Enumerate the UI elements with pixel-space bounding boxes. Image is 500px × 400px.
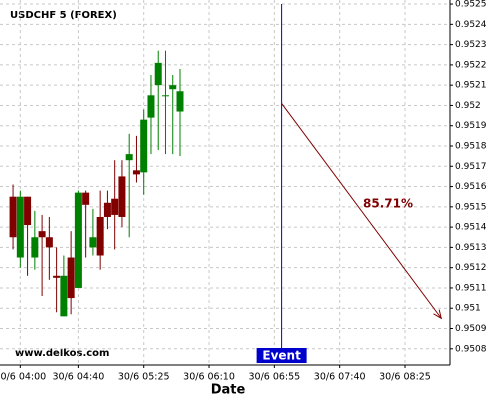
x-tick-label: 30/6 06:55	[248, 372, 300, 383]
x-tick-label: 30/6 04:40	[53, 372, 105, 383]
candle-body	[118, 176, 126, 217]
candle-body	[147, 95, 155, 118]
candle-body	[9, 196, 17, 238]
y-tick-label: 0.9523	[455, 40, 487, 50]
y-tick-label: 0.9522	[455, 60, 487, 70]
candle-body	[53, 275, 61, 278]
y-tick-label: 0.9514	[455, 223, 487, 233]
arrow-head	[433, 309, 443, 320]
candle-body	[89, 237, 97, 248]
y-tick-label: 0.952	[455, 101, 481, 111]
chart-title: USDCHF 5 (FOREX)	[10, 10, 117, 21]
watermark: www.delkos.com	[15, 348, 109, 359]
candle-body	[154, 62, 162, 86]
forecast-label: 85.71%	[363, 197, 413, 211]
candle-body	[16, 196, 24, 258]
candle-body	[74, 192, 82, 288]
candle-body	[96, 216, 104, 256]
y-tick-label: 0.9516	[455, 182, 487, 192]
y-tick-label: 0.9518	[455, 142, 487, 152]
candle-body	[111, 198, 119, 215]
y-tick-label: 0.9525	[455, 0, 487, 10]
y-tick-label: 0.9521	[455, 81, 487, 91]
candle-body	[82, 192, 90, 205]
y-tick-label: 0.9524	[455, 20, 487, 30]
candle-body	[24, 196, 32, 226]
candle-body	[132, 170, 140, 175]
y-tick-label: 0.9517	[455, 162, 487, 172]
candle-body	[125, 154, 133, 161]
candle-body	[140, 119, 148, 173]
event-label: Event	[262, 349, 301, 363]
event-box	[256, 348, 307, 363]
x-axis-label: Date	[211, 383, 246, 398]
candle-body	[67, 257, 75, 299]
candle-body	[176, 91, 184, 112]
candle-body	[45, 237, 53, 248]
x-tick-label: 30/6 08:25	[379, 372, 431, 383]
candle-body	[103, 202, 111, 217]
forecast-arrow	[281, 103, 442, 319]
x-tick-label: 30/6 05:25	[118, 372, 170, 383]
candle-body	[161, 95, 169, 97]
y-tick-label: 0.951	[455, 304, 481, 314]
y-tick-label: 0.9519	[455, 121, 487, 131]
x-tick-label: 30/6 06:10	[183, 372, 235, 383]
y-tick-label: 0.9515	[455, 202, 487, 212]
y-tick-label: 0.9508	[455, 344, 487, 354]
candle-body	[169, 85, 177, 90]
candle-body	[60, 275, 68, 317]
y-tick-label: 0.9511	[455, 283, 487, 293]
candle-body	[31, 237, 39, 258]
y-tick-label: 0.9509	[455, 324, 487, 334]
x-tick-label: 30/6 04:00	[0, 372, 46, 383]
y-tick-label: 0.9513	[455, 243, 487, 253]
y-tick-label: 0.9512	[455, 263, 487, 273]
x-tick-label: 30/6 07:40	[314, 372, 366, 383]
candle-body	[38, 231, 46, 238]
